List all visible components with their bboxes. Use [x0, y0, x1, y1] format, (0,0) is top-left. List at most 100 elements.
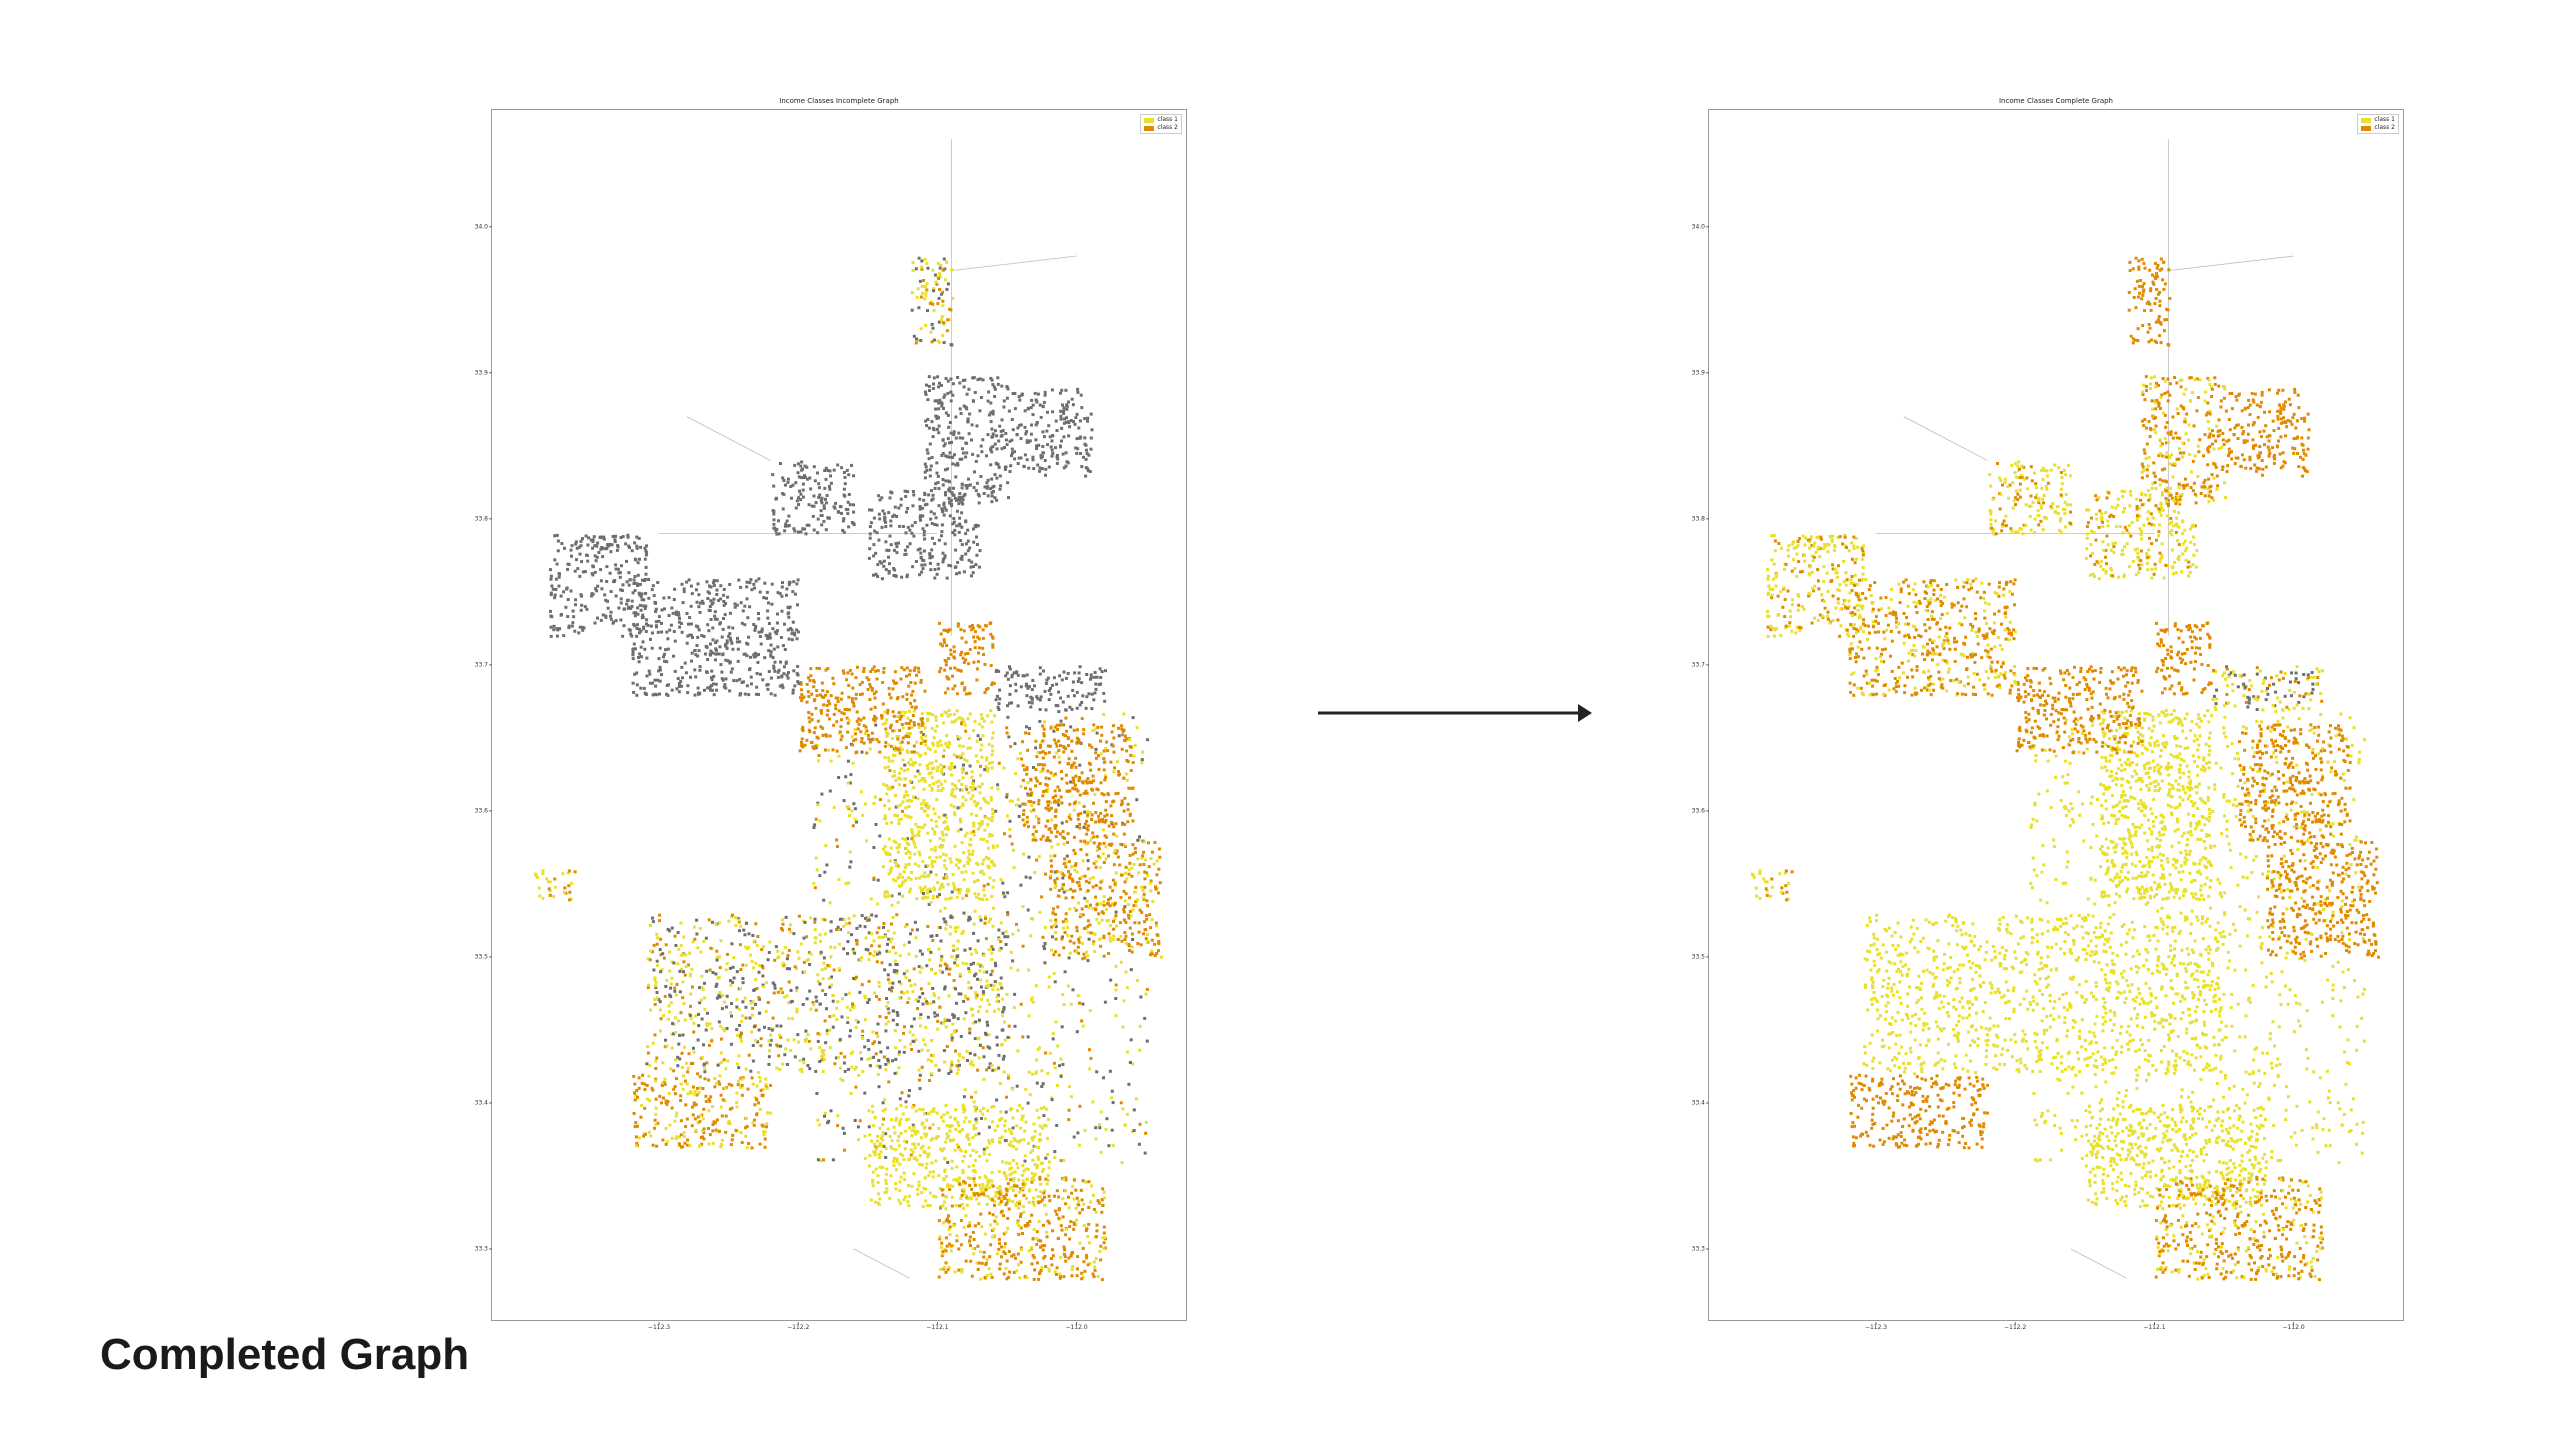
graph-node	[731, 965, 735, 969]
graph-node	[885, 734, 889, 738]
graph-node	[1060, 770, 1063, 774]
graph-node	[1068, 907, 1072, 911]
graph-node	[715, 588, 719, 592]
graph-node	[1113, 901, 1117, 905]
graph-node	[838, 1038, 842, 1042]
graph-node	[890, 937, 894, 941]
graph-node	[982, 837, 986, 841]
graph-node	[858, 924, 862, 928]
graph-node	[713, 610, 717, 614]
graph-node	[753, 586, 756, 590]
graph-node	[953, 926, 957, 930]
graph-node	[801, 745, 805, 749]
graph-node	[936, 261, 940, 265]
graph-node	[935, 471, 939, 475]
graph-node	[1081, 1002, 1085, 1006]
graph-node	[1013, 457, 1017, 461]
graph-node	[923, 470, 927, 474]
graph-node	[745, 1117, 748, 1121]
graph-node	[989, 973, 993, 977]
graph-node	[993, 395, 997, 398]
graph-node	[773, 958, 777, 962]
graph-node	[886, 1059, 890, 1063]
graph-node	[962, 851, 966, 855]
graph-node	[709, 653, 712, 657]
graph-node	[748, 605, 752, 609]
graph-node	[1009, 950, 1013, 954]
graph-node	[586, 559, 590, 563]
graph-node	[787, 1001, 790, 1005]
graph-node	[956, 806, 960, 810]
graph-node	[1091, 876, 1095, 879]
graph-node	[713, 614, 717, 618]
graph-node	[686, 634, 690, 638]
graph-node	[811, 745, 815, 749]
graph-node	[893, 959, 897, 963]
graph-node	[969, 831, 973, 835]
graph-node	[566, 567, 569, 571]
graph-node	[799, 942, 803, 946]
graph-node	[1061, 1063, 1065, 1066]
graph-node	[649, 637, 652, 641]
graph-node	[938, 837, 942, 841]
graph-node	[696, 686, 700, 690]
graph-node	[592, 535, 596, 539]
graph-node	[1070, 397, 1074, 401]
graph-node	[1150, 949, 1154, 953]
graph-node	[735, 998, 739, 1002]
graph-node	[797, 682, 801, 686]
graph-node	[1056, 830, 1059, 834]
graph-node	[982, 492, 986, 495]
graph-node	[912, 709, 916, 713]
graph-node	[932, 308, 936, 312]
graph-node	[744, 921, 748, 925]
graph-node	[1064, 861, 1068, 865]
graph-node	[696, 582, 700, 586]
graph-node	[963, 834, 967, 838]
graph-node	[892, 753, 895, 757]
graph-node	[1029, 934, 1032, 938]
graph-node	[801, 729, 805, 733]
graph-node	[940, 315, 944, 318]
graph-node	[1059, 1057, 1063, 1061]
graph-node	[975, 802, 979, 806]
graph-node	[848, 865, 852, 869]
graph-node	[1038, 708, 1042, 711]
graph-node	[686, 1070, 690, 1074]
graph-node	[954, 957, 958, 961]
graph-node	[1085, 673, 1089, 676]
graph-node	[899, 982, 903, 986]
graph-node	[921, 896, 925, 900]
graph-node	[867, 979, 871, 983]
graph-node	[914, 341, 918, 345]
graph-node	[920, 267, 924, 271]
graph-node	[758, 1075, 762, 1079]
graph-node	[755, 1084, 759, 1088]
graph-node	[937, 815, 941, 819]
graph-node	[834, 696, 838, 700]
graph-node	[1114, 880, 1117, 884]
graph-node	[1098, 866, 1102, 869]
graph-node	[768, 940, 772, 944]
graph-node	[1096, 854, 1100, 858]
graph-node	[855, 975, 858, 979]
graph-node	[755, 685, 759, 689]
graph-node	[660, 608, 664, 612]
graph-node	[1083, 874, 1087, 878]
graph-node	[1054, 937, 1058, 941]
graph-node	[848, 921, 852, 925]
graph-node	[790, 638, 794, 642]
graph-node	[791, 688, 795, 692]
graph-node	[991, 643, 995, 647]
graph-node	[633, 581, 637, 585]
graph-node	[729, 979, 732, 983]
graph-node	[822, 703, 826, 707]
graph-node	[741, 963, 745, 967]
graph-node	[884, 741, 888, 745]
graph-node	[961, 1128, 964, 1132]
graph-node	[673, 587, 677, 591]
graph-node	[868, 698, 872, 701]
graph-node	[1038, 751, 1042, 755]
graph-node	[785, 673, 789, 677]
graph-node	[873, 719, 877, 723]
